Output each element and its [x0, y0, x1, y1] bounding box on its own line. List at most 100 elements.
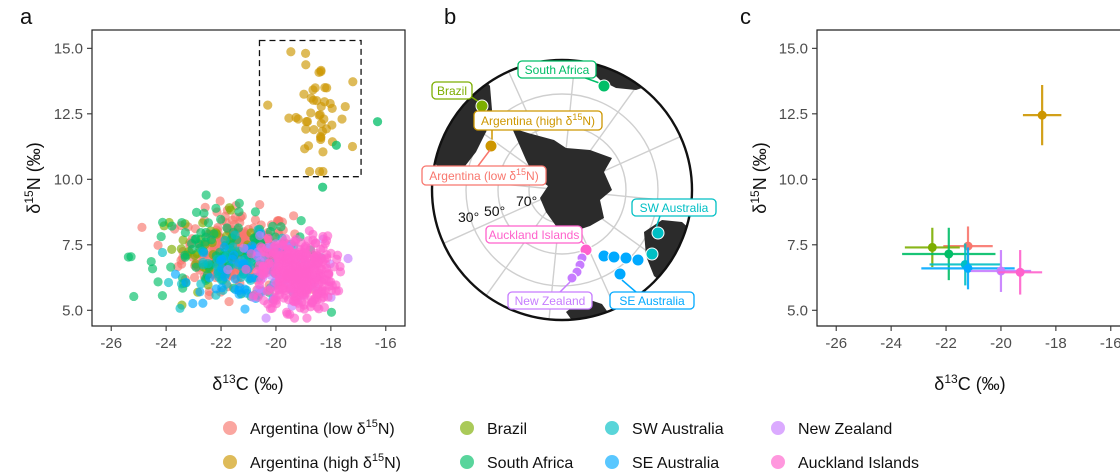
legend-swatch [771, 455, 785, 469]
site-label-argentina-high: Argentina (high δ15N) [481, 112, 595, 128]
scatter-point-brazil [226, 205, 236, 215]
site-label-argentina-low: Argentina (low δ15N) [429, 167, 538, 183]
scatter-point-arg_low [153, 240, 163, 250]
scatter-point-sa [123, 252, 133, 262]
legend-item-arg_low: Argentina (low δ15N) [223, 418, 395, 438]
legend-label: Auckland Islands [798, 455, 919, 472]
scatter-point-auck [241, 264, 251, 274]
scatter-point-arg_high [301, 124, 311, 134]
panel-a-x-tick-label: -24 [155, 335, 177, 352]
scatter-point-sea [220, 272, 230, 282]
panel-a-y-title: δ15N (‰) [22, 142, 44, 213]
scatter-point-auck [321, 263, 332, 273]
scatter-point-sa [157, 291, 168, 301]
scatter-point-swa [220, 235, 230, 245]
scatter-point-arg_high [348, 77, 358, 87]
site-new-zealand: New Zealand [507, 252, 593, 310]
panel-c-x-tick-label: -20 [990, 335, 1012, 352]
scatter-point-auck [289, 297, 299, 307]
scatter-point-arg_high [327, 120, 337, 130]
panel-c-marks [902, 85, 1062, 295]
scatter-point-arg_high [309, 125, 319, 135]
site-marker-se-australia-5 [613, 267, 627, 281]
site-label-auckland-islands: Auckland Islands [489, 228, 580, 242]
scatter-point-sa [201, 227, 211, 238]
scatter-point-auck [320, 239, 330, 249]
scatter-point-sa [157, 217, 168, 227]
scatter-point-arg_high [306, 108, 316, 118]
panel-a-axes: -26 -24 -22 -20 -18 -16 5.0 7.5 10.0 12.5 15.0 [54, 40, 397, 352]
site-marker-new-zealand-4 [566, 272, 578, 284]
scatter-point-swa [196, 279, 206, 289]
mean-point-arg_high [1037, 110, 1047, 120]
panel-a-x-title: δ13C (‰) [212, 372, 283, 394]
mean-point-brazil [927, 242, 937, 252]
site-marker-sw-australia [651, 226, 665, 240]
antarctica-landmass [512, 128, 612, 232]
panel-a-points [123, 47, 383, 323]
site-label-sw-australia: SW Australia [640, 201, 709, 215]
legend-item-sea: SE Australia [605, 455, 719, 472]
panel-letter-b: b [444, 4, 456, 29]
scatter-point-swa [163, 277, 174, 288]
scatter-point-auck [331, 286, 341, 296]
legend-label: Argentina (low δ15N) [250, 418, 395, 438]
scatter-point-auck [263, 233, 273, 243]
scatter-point-arg_high [340, 101, 350, 112]
scatter-point-auck [254, 280, 265, 290]
scatter-point-nz [255, 231, 265, 241]
panel-c-x-tick-label: -16 [1100, 335, 1120, 352]
legend-swatch [605, 421, 619, 435]
scatter-point-sea [170, 269, 181, 279]
scatter-point-sa [326, 307, 337, 317]
scatter-point-arg_high [318, 166, 328, 177]
panel-c-x-tick-label: -24 [880, 335, 902, 352]
scatter-point-nz [239, 243, 249, 253]
scatter-point-auck [295, 303, 305, 313]
scatter-point-sa [318, 182, 328, 192]
panel-c-y-tick-label: 15.0 [779, 40, 808, 57]
scatter-point-sa [146, 256, 156, 267]
scatter-point-swa [230, 230, 240, 240]
scatter-point-sa [147, 264, 158, 274]
scatter-point-auck [259, 246, 269, 257]
mean-point-sa [944, 249, 954, 259]
legend-swatch [460, 421, 474, 435]
lat-label-30: 30° [458, 209, 479, 225]
highlight-box [258, 39, 362, 178]
site-label-brazil: Brazil [437, 84, 467, 98]
scatter-point-auck [319, 302, 330, 313]
legend: Argentina (low δ15N) Brazil SW Australia Ne… [223, 418, 919, 472]
mean-point-auck [1015, 267, 1025, 277]
panel-c-x-tick-label: -26 [825, 335, 847, 352]
scatter-point-arg_high [299, 89, 309, 99]
scatter-point-auck [282, 260, 292, 270]
scatter-point-sa [191, 234, 201, 244]
scatter-point-arg_high [347, 141, 358, 152]
panel-letter-c: c [740, 4, 751, 29]
legend-label: South Africa [487, 455, 573, 472]
legend-item-brazil: Brazil [460, 421, 527, 438]
legend-item-nz: New Zealand [771, 421, 892, 438]
scatter-point-arg_low [224, 296, 234, 307]
scatter-point-auck [273, 261, 283, 272]
scatter-point-sa [166, 262, 176, 272]
scatter-point-brazil [167, 244, 177, 254]
scatter-point-auck [278, 284, 288, 294]
scatter-point-sa [216, 214, 226, 224]
scatter-point-arg_high [306, 93, 316, 103]
scatter-point-auck [278, 240, 288, 250]
panel-c-y-tick-label: 12.5 [779, 106, 808, 123]
legend-swatch [771, 421, 785, 435]
scatter-point-auck [323, 231, 333, 241]
panel-c-x-tick-label: -18 [1045, 335, 1067, 352]
panel-c-y-tick-label: 7.5 [787, 237, 808, 254]
scatter-point-sea [205, 273, 215, 283]
scatter-point-sa [234, 207, 244, 217]
legend-label: SW Australia [632, 421, 724, 438]
legend-item-arg_high: Argentina (high δ15N) [223, 452, 401, 472]
scatter-point-auck [312, 289, 322, 299]
scatter-point-arg_low [189, 272, 200, 283]
scatter-point-arg_low [227, 215, 238, 225]
